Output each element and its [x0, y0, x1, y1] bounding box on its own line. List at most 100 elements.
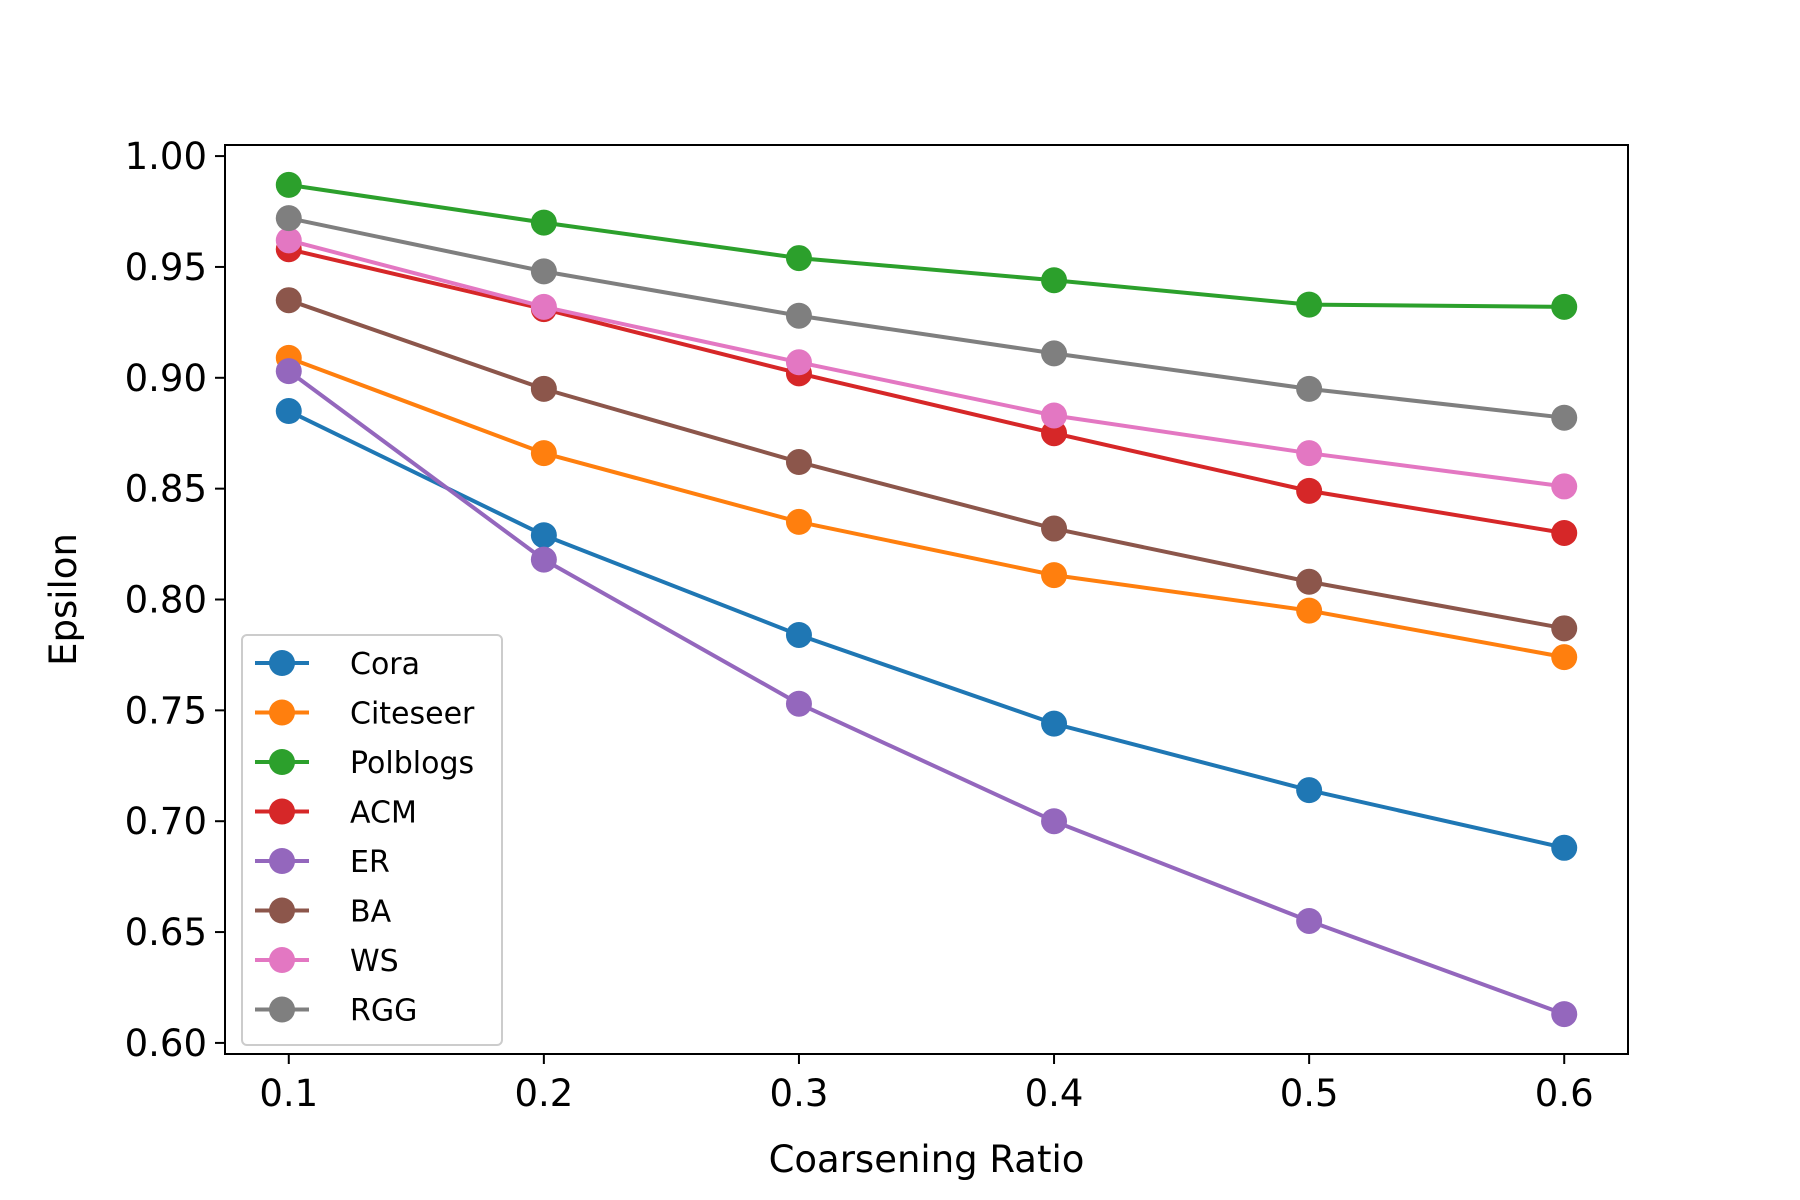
x-tick-label: 0.2: [514, 1072, 573, 1115]
legend-label: Polblogs: [350, 746, 474, 781]
data-point: [785, 690, 812, 717]
data-point: [1296, 907, 1323, 934]
legend-item-citeseer: Citeseer: [255, 697, 475, 732]
data-point: [1296, 597, 1323, 624]
data-point: [275, 205, 302, 232]
legend-item-cora: Cora: [255, 647, 420, 682]
y-tick-label: 0.65: [125, 911, 207, 954]
series-line: [287, 409, 1565, 850]
legend-item-rgg: RGG: [255, 994, 417, 1029]
data-point: [785, 349, 812, 376]
data-point: [530, 293, 557, 320]
data-point: [1041, 515, 1068, 542]
data-point: [1551, 1001, 1578, 1028]
legend-marker: [269, 897, 295, 924]
data-point: [1551, 473, 1578, 500]
series-er: [275, 358, 1578, 1028]
series-ba: [275, 287, 1578, 642]
data-point: [530, 440, 557, 467]
data-point: [785, 449, 812, 476]
series-line: [288, 216, 1565, 420]
data-point: [275, 398, 302, 425]
y-axis-ticks: 0.60 0.65 0.70 0.75 0.80 0.85 0.90 0.95 1.00: [125, 135, 225, 1065]
data-point: [1551, 293, 1578, 320]
x-tick-label: 0.5: [1280, 1072, 1339, 1115]
data-point: [1041, 562, 1068, 589]
legend-marker: [269, 848, 295, 874]
data-point: [1296, 777, 1323, 804]
data-point: [1296, 291, 1323, 318]
data-point: [275, 227, 302, 254]
x-tick-label: 0.1: [259, 1072, 318, 1115]
legend-label: ER: [350, 845, 390, 880]
legend-marker: [269, 749, 295, 775]
data-point: [530, 375, 557, 402]
data-point: [1041, 710, 1068, 737]
legend-item-polblogs: Polblogs: [255, 746, 474, 781]
y-tick-label: 0.70: [125, 800, 207, 843]
y-tick-label: 0.80: [125, 579, 207, 622]
y-tick-label: 0.75: [125, 689, 207, 732]
x-tick-label: 0.6: [1535, 1072, 1594, 1115]
data-point: [1041, 402, 1068, 429]
series-ws: [275, 227, 1578, 500]
y-tick-label: 0.95: [125, 246, 207, 289]
legend-item-acm: ACM: [255, 796, 417, 831]
data-point: [275, 287, 302, 314]
legend-label: Citeseer: [350, 697, 475, 732]
legend-label: ACM: [350, 796, 417, 831]
x-tick-label: 0.3: [770, 1072, 829, 1115]
legend-marker: [269, 947, 295, 973]
y-tick-label: 0.85: [125, 468, 207, 511]
legend-item-ba: BA: [255, 895, 392, 930]
data-point: [1041, 808, 1068, 835]
data-point: [1551, 519, 1578, 546]
x-tick-label: 0.4: [1025, 1072, 1084, 1115]
data-point: [785, 302, 812, 329]
series-line: [288, 298, 1565, 631]
legend-marker: [269, 996, 295, 1023]
data-point: [1041, 340, 1068, 367]
legend-label: WS: [350, 944, 399, 979]
series-line: [288, 355, 1565, 660]
y-tick-label: 0.90: [125, 357, 207, 400]
series-cora: [275, 398, 1578, 861]
legend-item-er: ER: [255, 845, 390, 880]
data-point: [1296, 477, 1323, 504]
series-line: [287, 369, 1565, 1016]
data-point: [1551, 834, 1578, 861]
y-tick-label: 1.00: [125, 135, 207, 178]
legend-marker: [269, 699, 295, 726]
legend-marker: [269, 650, 295, 676]
data-point: [275, 171, 302, 198]
series-line: [288, 182, 1565, 309]
data-point: [1551, 615, 1578, 642]
data-point: [785, 508, 812, 535]
series-line: [288, 238, 1565, 489]
data-point: [1296, 568, 1323, 595]
y-axis-label: Epsilon: [42, 533, 85, 666]
y-tick-label: 0.60: [125, 1022, 207, 1065]
legend: Cora Citeseer Polblogs ACM ER BA WS RGG: [241, 634, 503, 1046]
legend-label: RGG: [350, 994, 417, 1029]
x-axis-label: Coarsening Ratio: [769, 1138, 1085, 1181]
series-polblogs: [275, 171, 1578, 320]
series-line: [288, 247, 1565, 535]
series-layer: [275, 171, 1578, 1028]
data-point: [530, 258, 557, 285]
legend-box: [241, 634, 503, 1046]
data-point: [1551, 644, 1578, 671]
data-point: [785, 245, 812, 272]
data-point: [275, 358, 302, 385]
data-point: [1041, 267, 1068, 294]
data-point: [1296, 440, 1323, 467]
legend-label: Cora: [350, 647, 420, 682]
legend-item-ws: WS: [255, 944, 399, 979]
data-point: [785, 621, 812, 648]
data-point: [530, 546, 557, 573]
data-point: [530, 209, 557, 236]
legend-label: BA: [350, 895, 392, 930]
data-point: [530, 522, 557, 549]
data-point: [1296, 375, 1323, 402]
